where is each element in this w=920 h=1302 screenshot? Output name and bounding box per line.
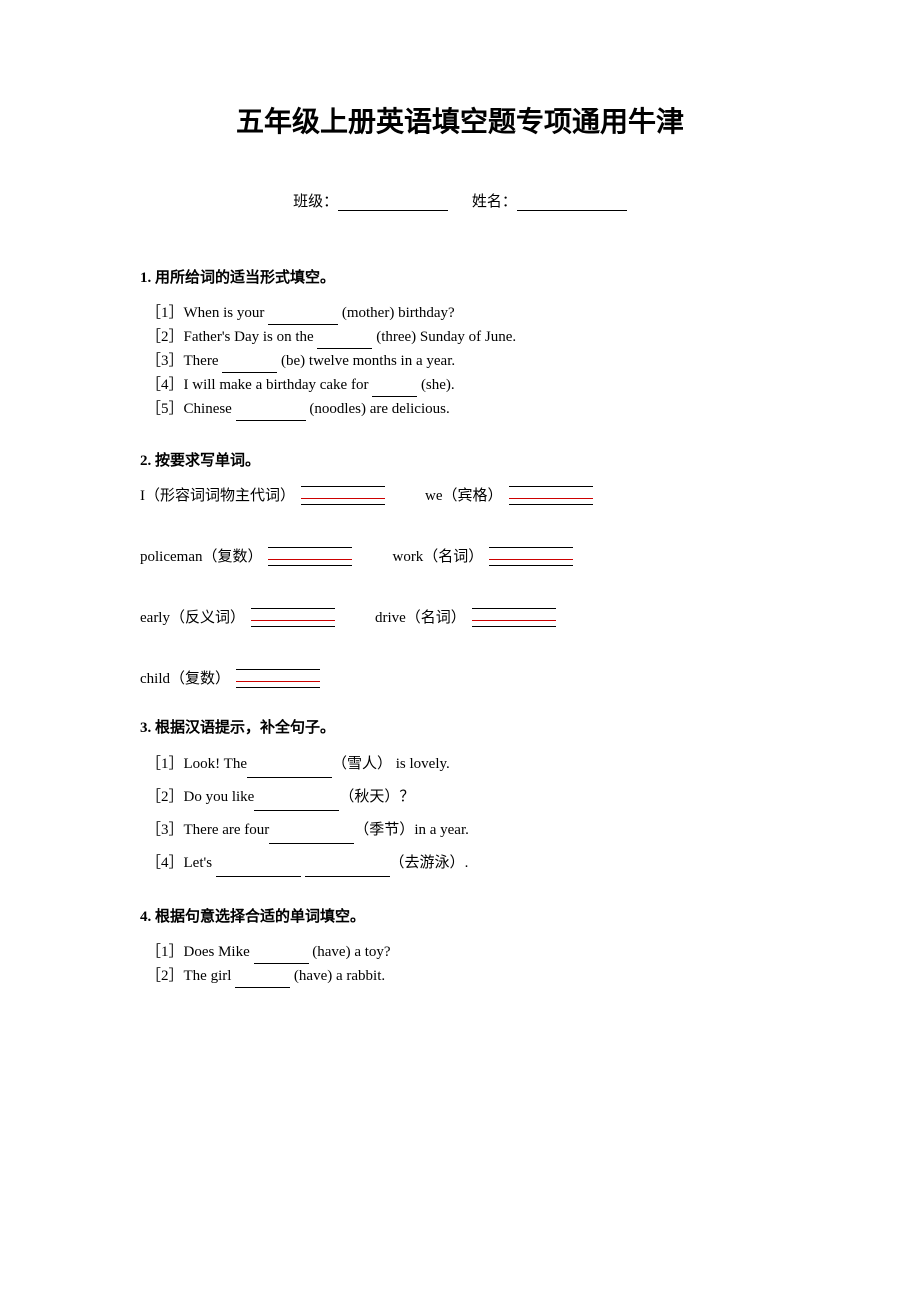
s3-item-2: ［2］Do you like （秋天）？ <box>146 784 780 811</box>
s4-item-2: ［2］The girl (have) a rabbit. <box>146 964 780 988</box>
s1-num-4: ［4］ <box>146 377 184 393</box>
s1-item-5: ［5］Chinese (noodles) are delicious. <box>146 397 780 421</box>
s4-num-2: ［2］ <box>146 968 184 984</box>
s1-item-3: ［3］There (be) twelve months in a year. <box>146 349 780 373</box>
s3-post-1: is lovely. <box>392 756 450 772</box>
s2-blanks-single <box>236 669 320 688</box>
s3-pre-2: Do you like <box>184 789 255 805</box>
s1-pre-3: There <box>184 353 223 369</box>
s3-num-1: ［1］ <box>146 756 184 772</box>
s4-pre-1: Does Mike <box>184 944 254 960</box>
section2-heading: 2. 按要求写单词。 <box>140 449 780 470</box>
s1-pre-5: Chinese <box>184 401 236 417</box>
s4-hint-1: (have) a toy? <box>312 944 390 960</box>
s3-num-2: ［2］ <box>146 789 184 805</box>
s4-item-1: ［1］Does Mike (have) a toy? <box>146 940 780 964</box>
s2-blanks-right-3 <box>472 608 556 627</box>
s1-blank-3 <box>222 359 277 373</box>
s1-hint-3: (be) twelve months in a year. <box>281 353 455 369</box>
s1-num-3: ［3］ <box>146 353 184 369</box>
s2-row-2: policeman（复数） work（名词） <box>140 545 780 566</box>
s2-row-4: child（复数） <box>140 667 780 688</box>
s4-blank-2 <box>235 974 290 988</box>
s1-item-2: ［2］Father's Day is on the (three) Sunday… <box>146 325 780 349</box>
s3-item-1: ［1］Look! The （雪人） is lovely. <box>146 751 780 778</box>
s2-right-label-3: drive（名词） <box>375 606 466 627</box>
s2-blanks-left-1 <box>301 486 385 505</box>
s3-item-4: ［4］Let's （去游泳）. <box>146 850 780 877</box>
section3-heading: 3. 根据汉语提示，补全句子。 <box>140 716 780 737</box>
s4-hint-2: (have) a rabbit. <box>294 968 385 984</box>
s2-single-label: child（复数） <box>140 667 230 688</box>
s3-blank-3 <box>269 830 354 844</box>
class-label: 班级： <box>293 194 338 210</box>
s2-blanks-left-3 <box>251 608 335 627</box>
s1-blank-1 <box>268 311 338 325</box>
section1-heading: 1. 用所给词的适当形式填空。 <box>140 266 780 287</box>
name-blank <box>517 195 627 211</box>
s1-blank-2 <box>317 335 372 349</box>
s4-num-1: ［1］ <box>146 944 184 960</box>
word-section: I（形容词词物主代词） we（宾格） policeman（复数） work（名词… <box>140 484 780 688</box>
s3-post-4: . <box>465 855 469 871</box>
s3-pre-4: Let's <box>184 855 216 871</box>
s1-item-1: ［1］When is your (mother) birthday? <box>146 301 780 325</box>
s2-right-label-1: we（宾格） <box>425 484 503 505</box>
s2-right-label-2: work（名词） <box>392 545 483 566</box>
s3-blank-2 <box>254 797 339 811</box>
s2-left-label-3: early（反义词） <box>140 606 245 627</box>
s1-hint-5: (noodles) are delicious. <box>309 401 449 417</box>
s2-left-label-1: I（形容词词物主代词） <box>140 484 295 505</box>
s3-pre-1: Look! The <box>184 756 247 772</box>
section4-heading: 4. 根据句意选择合适的单词填空。 <box>140 905 780 926</box>
s3-item-3: ［3］There are four （季节）in a year. <box>146 817 780 844</box>
s4-blank-1 <box>254 950 309 964</box>
s2-left-label-2: policeman（复数） <box>140 545 262 566</box>
s3-hint-4: （去游泳） <box>390 855 465 871</box>
s3-post-3: in a year. <box>414 822 469 838</box>
s1-pre-1: When is your <box>184 305 269 321</box>
s3-blank-4a <box>216 863 301 877</box>
s2-blanks-right-2 <box>489 547 573 566</box>
s1-pre-4: I will make a birthday cake for <box>184 377 373 393</box>
class-blank <box>338 195 448 211</box>
s1-hint-4: (she). <box>421 377 455 393</box>
s1-hint-1: (mother) birthday? <box>342 305 455 321</box>
s1-blank-5 <box>236 407 306 421</box>
s3-pre-3: There are four <box>184 822 270 838</box>
s1-item-4: ［4］I will make a birthday cake for (she)… <box>146 373 780 397</box>
s3-num-4: ［4］ <box>146 855 184 871</box>
s1-num-5: ［5］ <box>146 401 184 417</box>
s1-hint-2: (three) Sunday of June. <box>376 329 516 345</box>
s2-blanks-left-2 <box>268 547 352 566</box>
s3-hint-2: （秋天） <box>339 789 399 805</box>
s2-row-1: I（形容词词物主代词） we（宾格） <box>140 484 780 505</box>
s1-blank-4 <box>372 383 417 397</box>
s4-pre-2: The girl <box>184 968 236 984</box>
s1-num-1: ［1］ <box>146 305 184 321</box>
s1-num-2: ［2］ <box>146 329 184 345</box>
s3-hint-1: （雪人） <box>332 756 392 772</box>
s3-blank-4b <box>305 863 390 877</box>
name-label: 姓名： <box>472 194 517 210</box>
s3-hint-3: （季节） <box>354 822 414 838</box>
page-title: 五年级上册英语填空题专项通用牛津 <box>140 100 780 140</box>
s2-blanks-right-1 <box>509 486 593 505</box>
s3-num-3: ［3］ <box>146 822 184 838</box>
s3-post-2: ？ <box>399 789 414 805</box>
s2-row-3: early（反义词） drive（名词） <box>140 606 780 627</box>
s3-blank-1 <box>247 764 332 778</box>
info-line: 班级： 姓名： <box>140 190 780 211</box>
s1-pre-2: Father's Day is on the <box>184 329 318 345</box>
